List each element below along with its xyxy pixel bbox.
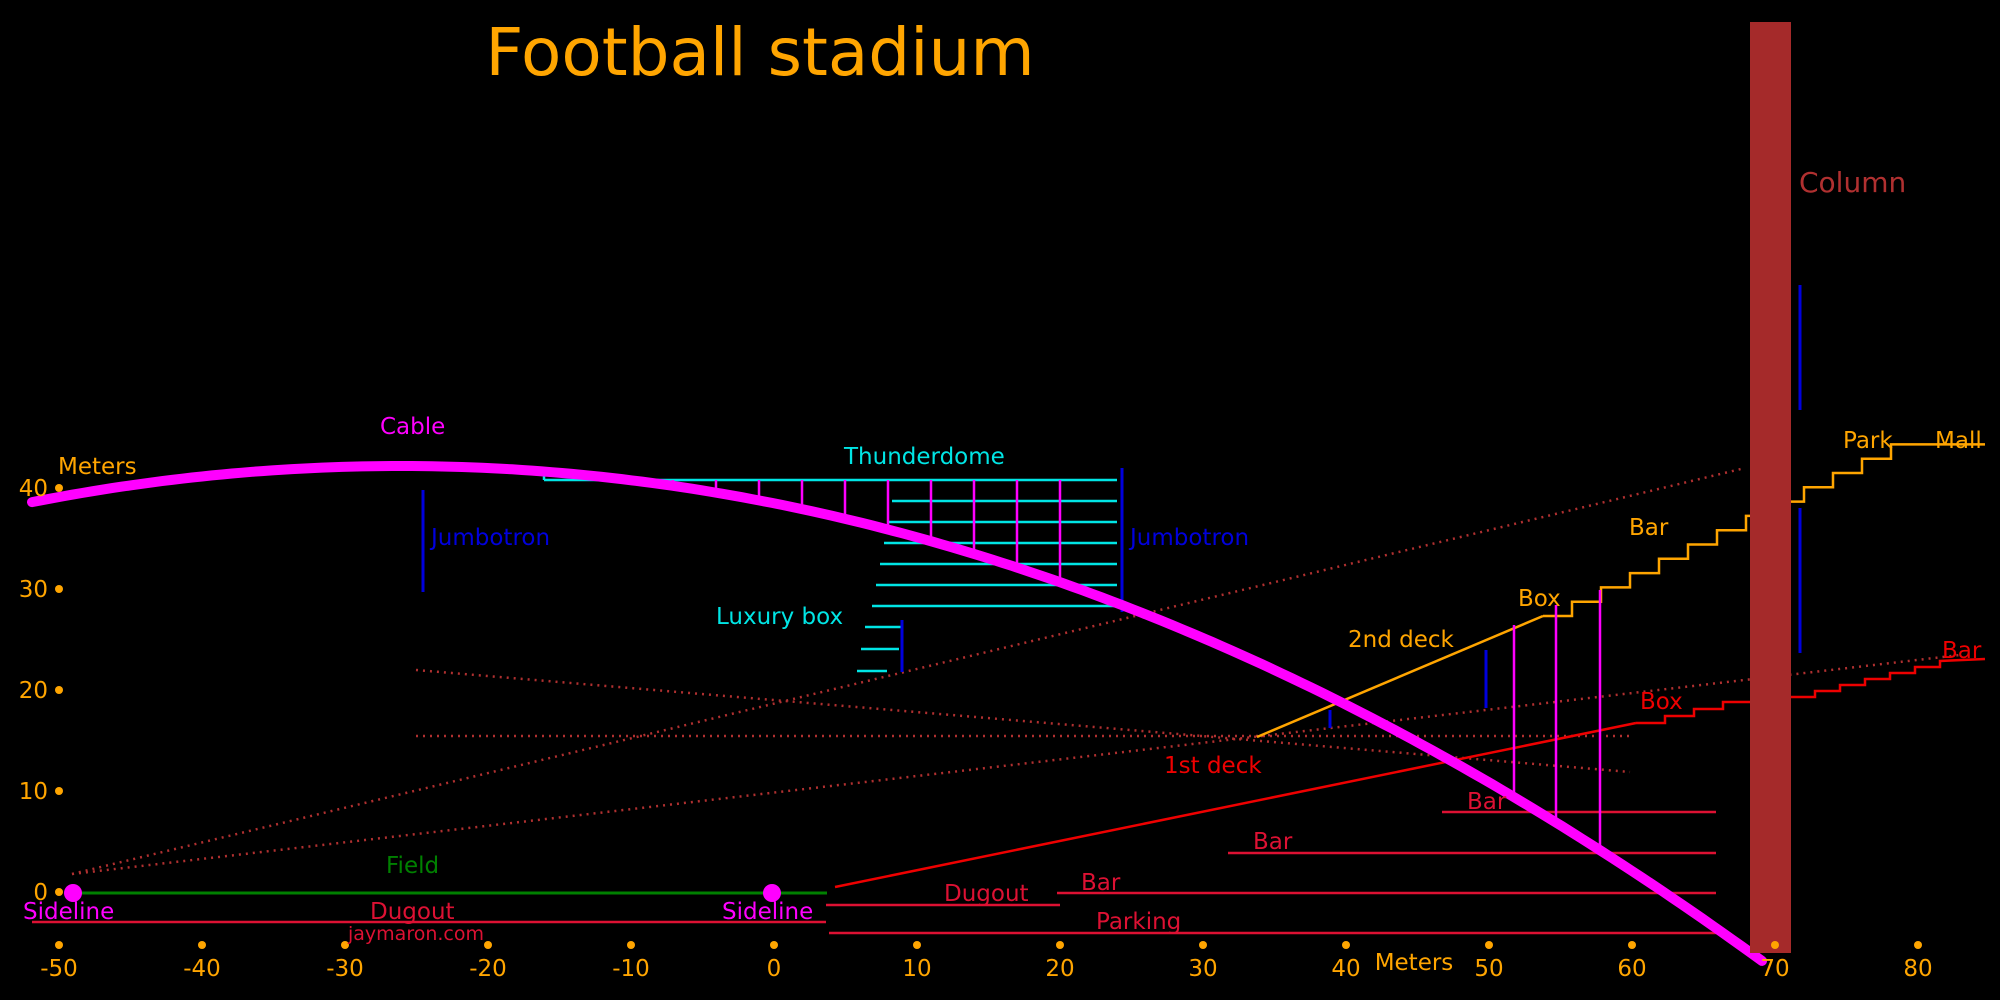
x-tick-label: 50 [1474,956,1503,982]
bar-lower-3-label: Bar [1467,789,1507,815]
x-tick-label: 20 [1045,956,1074,982]
y-tick-label: 10 [19,779,48,805]
x-tick-label: -10 [612,956,650,982]
mall-label: Mall [1935,428,1982,454]
x-tick-dot [1342,941,1350,949]
y-tick-label: 40 [19,476,48,502]
dugout-right-label: Dugout [944,881,1029,907]
x-tick-dot [1628,941,1636,949]
jumbotron-right-label: Jumbotron [1128,525,1249,551]
x-tick-dot [484,941,492,949]
x-tick-label: -40 [183,956,221,982]
x-tick-label: 0 [767,956,782,982]
column [1750,22,1791,953]
sideline-right-label: Sideline [722,899,813,925]
column-label: Column [1799,166,1906,199]
second-deck-bar-label: Bar [1629,515,1669,541]
sideline-marker [763,884,781,902]
x-tick-dot [1199,941,1207,949]
axes: -50 -40 -30 -20 -10 0 10 20 30 40 50 60 70 80 0 10 20 30 4… [19,476,1933,982]
column-layer [1750,22,1791,953]
y-tick-label: 30 [19,577,48,603]
luxury-box-label: Luxury box [716,604,843,630]
x-tick-dot [627,941,635,949]
sideline-marker [64,884,82,902]
x-tick-label: 10 [902,956,931,982]
x-tick-label: -30 [326,956,364,982]
x-tick-dot [1056,941,1064,949]
bar-lower-2-label: Bar [1253,829,1293,855]
x-tick-label: -50 [40,956,78,982]
y-tick-dot [55,686,63,694]
cable-label: Cable [380,414,445,440]
sightline [415,668,1631,774]
field-label: Field [386,853,439,879]
park-label: Park [1843,428,1893,454]
first-deck-stairs-outer [1790,657,1986,699]
parking-label: Parking [1096,909,1181,935]
y-tick-dot [55,585,63,593]
second-deck-ramp [1256,614,1544,739]
first-deck-bar-label: Bar [1942,638,1982,664]
first-deck-stairs [1636,695,1754,725]
first-deck-ramp [834,721,1637,889]
x-tick-dot [1771,941,1779,949]
y-axis-label: Meters [58,454,137,480]
thunderdome-label: Thunderdome [843,444,1005,470]
x-tick-dot [770,941,778,949]
x-tick-dot [55,941,63,949]
x-tick-label: 70 [1760,956,1789,982]
second-deck-stairs [1543,443,1985,618]
sightline [71,653,1961,876]
x-tick-dot [913,941,921,949]
y-tick-label: 0 [33,880,48,906]
credit-text: jaymaron.com [347,923,484,945]
first-deck-box-label: Box [1640,689,1683,715]
y-tick-label: 20 [19,678,48,704]
seating-decks [834,443,1986,889]
x-tick-dot [1914,941,1922,949]
x-tick-label: 30 [1188,956,1217,982]
first-deck-label: 1st deck [1164,753,1262,779]
y-tick-dot [55,484,63,492]
y-tick-dot [55,787,63,795]
x-tick-label: -20 [469,956,507,982]
dugout-left-label: Dugout [370,899,455,925]
x-tick-dot [341,941,349,949]
field-layer [64,884,827,902]
x-tick-label: 40 [1331,956,1360,982]
jumbotron-left-label: Jumbotron [429,525,550,551]
x-tick-label: 60 [1617,956,1646,982]
lower-structures [32,810,1716,935]
x-tick-label: 80 [1903,956,1932,982]
jumbotron-layer [421,285,1802,728]
sightlines [71,466,1961,876]
x-tick-dot [1485,941,1493,949]
suspension-cable [27,461,1767,966]
y-tick-dot [55,888,63,896]
cable-layer [27,461,1767,966]
diagram-title: Football stadium [485,14,1034,91]
x-axis-label: Meters [1375,950,1454,976]
sideline-left-label: Sideline [23,899,114,925]
bar-lower-1-label: Bar [1081,870,1121,896]
x-tick-dot [198,941,206,949]
second-deck-box-label: Box [1518,586,1561,612]
second-deck-label: 2nd deck [1348,627,1455,653]
